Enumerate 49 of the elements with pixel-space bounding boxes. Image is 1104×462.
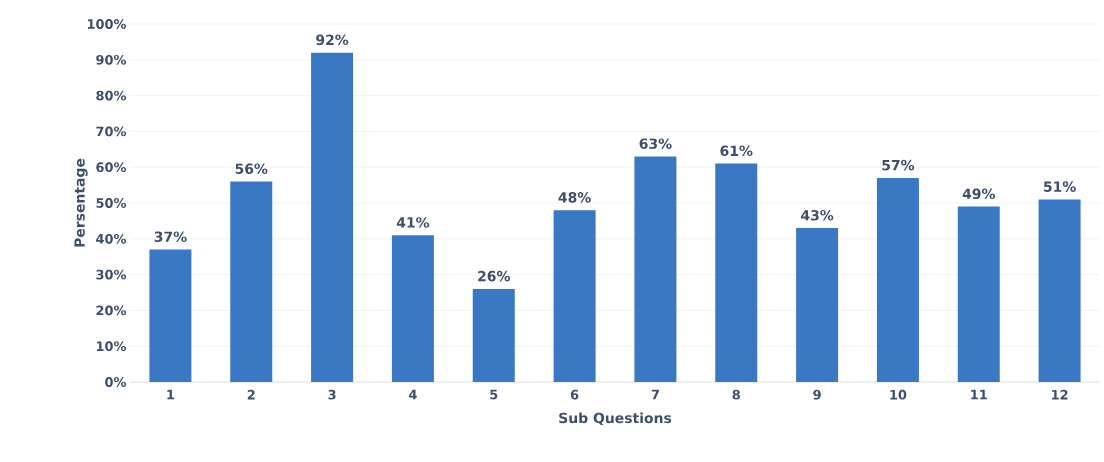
y-tick-label: 60% [96, 162, 127, 173]
x-tick-label: 9 [813, 389, 821, 400]
bar [230, 181, 273, 382]
bar [1038, 199, 1081, 382]
x-axis-title: Sub Questions [559, 412, 672, 426]
x-tick-label: 11 [971, 389, 987, 400]
data-label: 48% [558, 192, 591, 203]
bar [472, 288, 515, 382]
x-tick-label: 2 [247, 389, 255, 400]
y-tick-label: 100% [87, 19, 127, 29]
data-label: 56% [235, 163, 268, 174]
x-tick-label: 8 [732, 389, 740, 400]
data-label: 57% [882, 159, 915, 171]
data-label: 37% [154, 231, 187, 243]
y-tick-label: 50% [96, 198, 127, 208]
x-tick-label: 10 [890, 389, 907, 400]
bar [634, 156, 677, 382]
y-tick-label: 30% [96, 269, 127, 280]
bar [391, 235, 434, 382]
y-tick-label: 0% [105, 377, 127, 387]
bar [876, 177, 919, 382]
bar [311, 52, 354, 382]
data-label: 41% [396, 217, 430, 228]
x-tick-label: 4 [408, 389, 417, 400]
x-tick-label: 5 [490, 389, 498, 400]
bar [957, 206, 1000, 382]
data-label: 92% [316, 34, 349, 46]
bar [553, 210, 596, 382]
x-tick-label: 12 [1052, 389, 1068, 400]
bar [149, 249, 192, 382]
data-label: 51% [1043, 181, 1076, 192]
y-tick-label: 70% [96, 126, 127, 137]
x-tick-label: 3 [328, 389, 336, 400]
y-tick-label: 20% [96, 305, 127, 316]
x-tick-label: 7 [651, 389, 659, 400]
y-tick-label: 80% [96, 90, 127, 101]
y-tick-label: 10% [96, 341, 127, 352]
x-tick-label: 1 [167, 389, 175, 400]
data-label: 49% [962, 188, 996, 200]
data-label: 26% [478, 270, 511, 282]
y-tick-label: 40% [96, 233, 127, 244]
bar [796, 228, 839, 382]
data-label: 43% [801, 209, 834, 221]
x-tick-label: 6 [570, 389, 579, 400]
y-tick-label: 90% [96, 54, 127, 65]
data-label: 63% [639, 138, 672, 149]
data-label: 61% [720, 145, 753, 157]
bar [715, 163, 758, 382]
y-axis-title: Persentage [74, 158, 88, 247]
